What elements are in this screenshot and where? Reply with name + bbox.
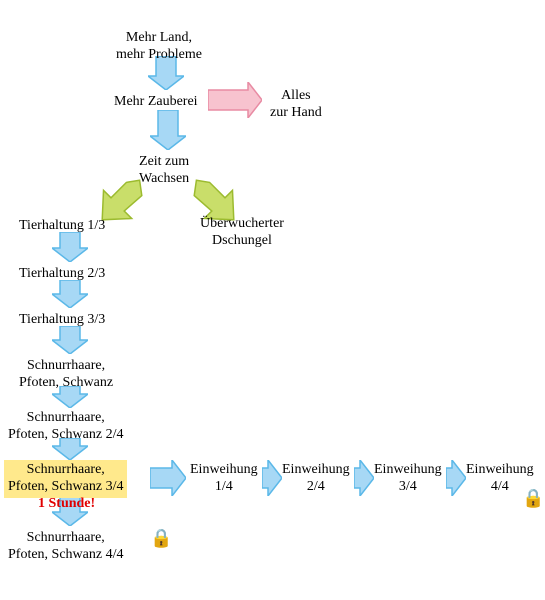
node-tierhaltung-2[interactable]: Tierhaltung 2/3: [15, 264, 109, 285]
node-mehr-land[interactable]: Mehr Land, mehr Probleme: [112, 28, 206, 66]
node-alles-zur-hand[interactable]: Alles zur Hand: [266, 86, 326, 124]
lock-icon: 🔒: [150, 528, 172, 549]
timer-label: 1 Stunde!: [38, 496, 95, 512]
node-mehr-zauberei[interactable]: Mehr Zauberei: [110, 92, 202, 113]
node-einweihung-2[interactable]: Einweihung 2/4: [278, 460, 354, 498]
node-schnurrhaare-1[interactable]: Schnurrhaare, Pfoten, Schwanz: [15, 356, 117, 394]
node-schnurrhaare-3[interactable]: Schnurrhaare, Pfoten, Schwanz 3/4: [4, 460, 127, 498]
node-tierhaltung-1[interactable]: Tierhaltung 1/3: [15, 216, 109, 237]
node-tierhaltung-3[interactable]: Tierhaltung 3/3: [15, 310, 109, 331]
node-einweihung-3[interactable]: Einweihung 3/4: [370, 460, 446, 498]
node-schnurrhaare-2[interactable]: Schnurrhaare, Pfoten, Schwanz 2/4: [4, 408, 127, 446]
node-zeit-zum-wachsen[interactable]: Zeit zum Wachsen: [135, 152, 193, 190]
node-schnurrhaare-4[interactable]: Schnurrhaare, Pfoten, Schwanz 4/4: [4, 528, 127, 566]
lock-icon: 🔒: [522, 488, 544, 509]
node-einweihung-1[interactable]: Einweihung 1/4: [186, 460, 262, 498]
node-dschungel[interactable]: Überwucherter Dschungel: [196, 214, 288, 252]
